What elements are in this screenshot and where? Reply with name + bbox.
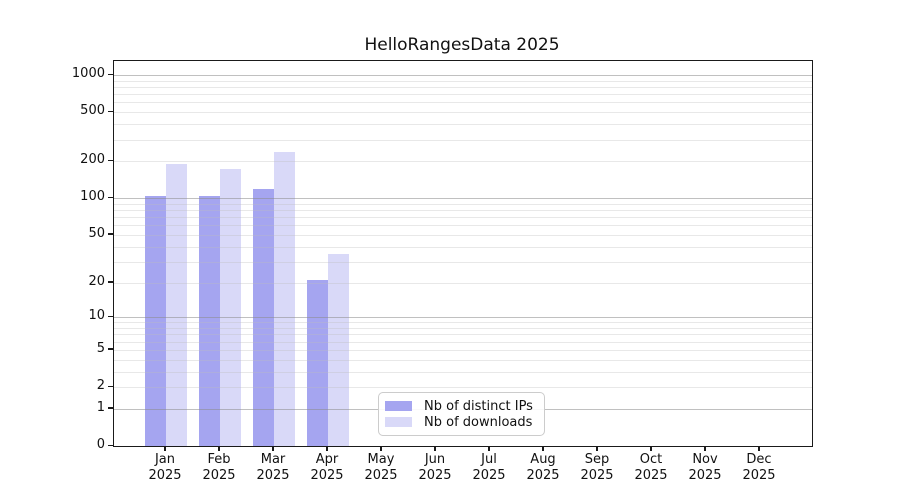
minor-gridline [114, 80, 812, 82]
y-tick-label: 500 [80, 103, 105, 119]
y-tick-label: 1 [96, 399, 105, 415]
y-tick-mark [108, 385, 113, 387]
y-tick-label: 200 [80, 152, 105, 168]
y-tick-mark [108, 315, 113, 318]
minor-gridline [114, 261, 812, 263]
x-tick-mark [434, 446, 436, 451]
minor-gridline [114, 139, 812, 141]
minor-gridline [114, 225, 812, 227]
legend: Nb of distinct IPs Nb of downloads [378, 392, 545, 436]
minor-gridline [114, 124, 812, 126]
chart-title: HelloRangesData 2025 [364, 35, 560, 55]
minor-gridline [114, 334, 812, 336]
y-tick-label: 100 [80, 189, 105, 205]
minor-gridline [114, 341, 812, 343]
minor-gridline [114, 94, 812, 96]
x-tick-mark [596, 446, 598, 451]
x-tick-label-feb: Feb 2025 [202, 452, 236, 483]
x-tick-mark [542, 446, 544, 451]
bar-jan-downloads [166, 164, 187, 446]
x-tick-mark [488, 446, 490, 451]
y-tick-label: 0 [96, 437, 105, 452]
minor-gridline [114, 87, 812, 88]
plot-area [113, 60, 813, 447]
x-tick-mark [758, 446, 760, 451]
x-tick-mark [704, 446, 706, 451]
x-tick-label-aug: Aug 2025 [526, 452, 560, 483]
legend-label: Nb of downloads [424, 414, 533, 430]
legend-swatch-icon [385, 417, 412, 427]
x-tick-label-jan: Jan 2025 [148, 452, 182, 483]
minor-gridline [114, 349, 812, 351]
y-tick-label: 1000 [71, 66, 105, 81]
y-tick-mark [108, 110, 113, 113]
major-gridline [114, 317, 812, 319]
x-tick-mark [326, 446, 328, 451]
x-tick-mark [650, 446, 652, 451]
y-tick-mark [108, 73, 113, 75]
y-tick-label: 10 [88, 308, 105, 324]
y-tick-mark [108, 159, 113, 162]
x-tick-mark [164, 446, 166, 451]
x-tick-label-apr: Apr 2025 [310, 452, 344, 483]
y-tick-label: 20 [88, 273, 105, 289]
x-tick-label-nov: Nov 2025 [688, 452, 722, 483]
minor-gridline [114, 102, 812, 104]
major-gridline [114, 75, 812, 76]
x-tick-mark [272, 446, 274, 451]
legend-swatch-icon [385, 401, 412, 411]
minor-gridline [114, 328, 812, 329]
y-tick-label: 2 [96, 378, 105, 393]
bar-mar-downloads [274, 151, 295, 446]
x-tick-label-jul: Jul 2025 [472, 452, 506, 483]
minor-gridline [114, 282, 812, 284]
x-tick-label-oct: Oct 2025 [634, 452, 668, 483]
x-tick-label-mar: Mar 2025 [256, 452, 290, 483]
y-tick-mark [108, 444, 113, 446]
x-tick-label-may: May 2025 [364, 452, 398, 483]
bar-feb-downloads [220, 169, 241, 446]
y-tick-label: 5 [96, 340, 105, 356]
minor-gridline [114, 234, 812, 236]
minor-gridline [114, 203, 812, 205]
y-tick-mark [108, 281, 113, 283]
legend-label: Nb of distinct IPs [424, 398, 533, 414]
bar-apr-downloads [328, 253, 349, 446]
x-tick-mark [380, 446, 382, 451]
y-tick-mark [108, 196, 113, 199]
minor-gridline [114, 371, 812, 373]
minor-gridline [114, 210, 812, 211]
major-gridline [114, 198, 812, 200]
bar-apr-ips [307, 280, 328, 446]
bar-jan-ips [145, 196, 166, 446]
x-tick-label-dec: Dec 2025 [742, 452, 776, 483]
legend-row: Nb of distinct IPs [385, 399, 536, 414]
bar-feb-ips [199, 196, 220, 446]
minor-gridline [114, 161, 812, 163]
minor-gridline [114, 112, 812, 114]
y-tick-label: 50 [88, 225, 105, 241]
x-tick-label-sep: Sep 2025 [580, 452, 614, 483]
minor-gridline [114, 359, 812, 361]
y-tick-mark [108, 233, 113, 235]
minor-gridline [114, 246, 812, 248]
legend-row: Nb of downloads [385, 415, 536, 430]
minor-gridline [114, 387, 812, 388]
y-tick-mark [108, 407, 113, 409]
y-tick-mark [108, 348, 113, 350]
x-tick-mark [218, 446, 220, 451]
minor-gridline [114, 217, 812, 219]
minor-gridline [114, 322, 812, 324]
x-tick-label-jun: Jun 2025 [418, 452, 452, 483]
